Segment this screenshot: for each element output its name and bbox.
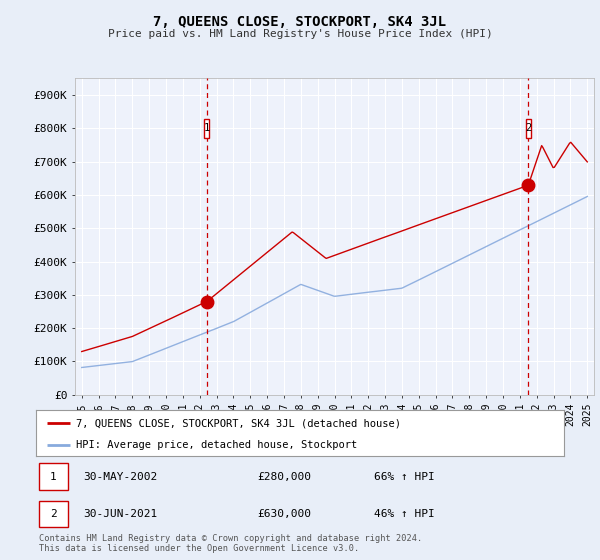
Text: 30-MAY-2002: 30-MAY-2002 [83,472,158,482]
Text: 66% ↑ HPI: 66% ↑ HPI [374,472,434,482]
Text: 1: 1 [50,472,56,482]
FancyBboxPatch shape [205,119,209,138]
FancyBboxPatch shape [38,464,68,490]
Text: 46% ↑ HPI: 46% ↑ HPI [374,509,434,519]
Text: 30-JUN-2021: 30-JUN-2021 [83,509,158,519]
Text: Contains HM Land Registry data © Crown copyright and database right 2024.
This d: Contains HM Land Registry data © Crown c… [39,534,422,553]
Text: £630,000: £630,000 [258,509,312,519]
FancyBboxPatch shape [526,119,530,138]
Text: 7, QUEENS CLOSE, STOCKPORT, SK4 3JL (detached house): 7, QUEENS CLOSE, STOCKPORT, SK4 3JL (det… [76,418,401,428]
Text: 1: 1 [203,123,210,133]
Text: 7, QUEENS CLOSE, STOCKPORT, SK4 3JL: 7, QUEENS CLOSE, STOCKPORT, SK4 3JL [154,15,446,29]
Text: HPI: Average price, detached house, Stockport: HPI: Average price, detached house, Stoc… [76,440,357,450]
Text: £280,000: £280,000 [258,472,312,482]
Text: 2: 2 [525,123,532,133]
Text: Price paid vs. HM Land Registry's House Price Index (HPI): Price paid vs. HM Land Registry's House … [107,29,493,39]
FancyBboxPatch shape [38,501,68,527]
Text: 2: 2 [50,509,56,519]
